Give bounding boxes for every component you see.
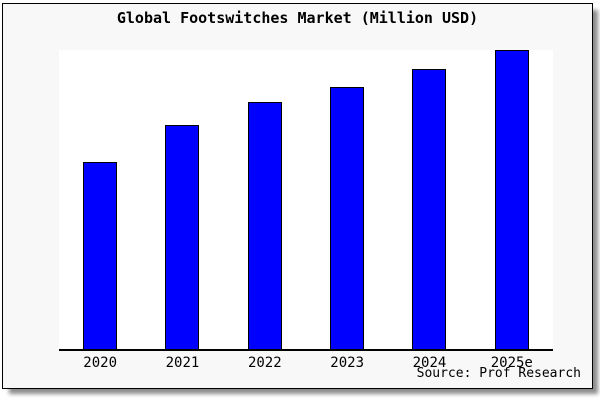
bar-2022	[247, 102, 282, 349]
x-tick-label-2022: 2022	[247, 355, 282, 371]
x-tick-label-2024: 2024	[412, 355, 447, 371]
x-tick-label-2021: 2021	[165, 355, 200, 371]
bar-slot	[306, 50, 388, 349]
chart-title: Global Footswitches Market (Million USD)	[116, 9, 479, 27]
bar-slot	[224, 50, 306, 349]
x-tick-label-2025e: 2025e	[490, 355, 533, 371]
source-text: Source: Prof Research	[416, 366, 581, 381]
bar-slot	[388, 50, 470, 349]
x-axis-tick-labels: 2020 2021 2022 2023 2024 2025e	[59, 355, 553, 372]
bar-2025e	[494, 50, 529, 349]
x-tick-label-2020: 2020	[83, 355, 118, 371]
bar-slot	[471, 50, 553, 349]
bar-slot	[59, 50, 141, 349]
plot-area	[59, 50, 553, 351]
bar-slot	[141, 50, 223, 349]
bar-2021	[165, 124, 200, 349]
bars-row	[59, 50, 553, 349]
bar-2023	[330, 87, 365, 349]
bar-2020	[83, 162, 118, 349]
x-tick-label-2023: 2023	[330, 355, 364, 371]
chart-frame: Global Footswitches Market (Million USD)…	[2, 3, 593, 389]
bar-2024	[412, 69, 447, 349]
